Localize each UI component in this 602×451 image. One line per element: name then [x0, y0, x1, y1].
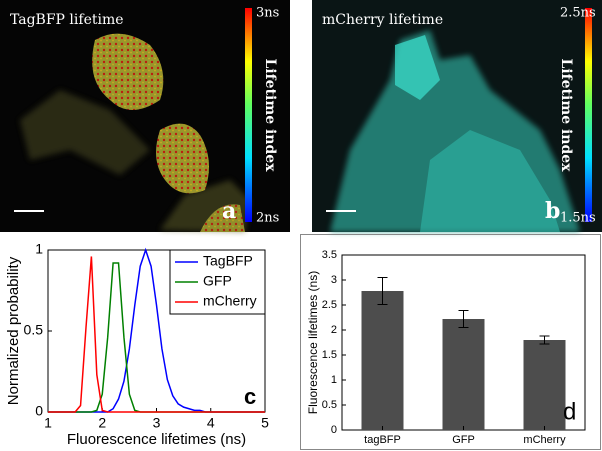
colorbar-min: 2ns	[256, 211, 279, 226]
colorbar-max: 2.5ns	[560, 6, 596, 21]
image-b	[312, 0, 602, 232]
panel-frame	[300, 234, 601, 450]
colorbar-label: Lifetime index	[262, 58, 278, 172]
y-tick-label: 0	[331, 424, 337, 436]
legend-label: mCherry	[203, 293, 257, 309]
x-axis-label: Fluorescence lifetimes (ns)	[67, 431, 246, 448]
y-tick-label: 2.5	[322, 299, 337, 311]
x-tick-label: 3	[153, 415, 161, 431]
bar	[361, 291, 404, 430]
series-line	[48, 256, 265, 413]
error-bar	[539, 335, 550, 345]
image-a	[0, 0, 290, 232]
y-tick-label: 0.5	[24, 322, 44, 338]
image-title: mCherry lifetime	[322, 12, 443, 28]
y-tick-label: 3.5	[322, 249, 337, 261]
panel-label: c	[244, 384, 256, 409]
x-tick-label: mCherry	[523, 434, 566, 446]
y-tick-label: 1	[35, 241, 43, 257]
bar	[523, 340, 566, 430]
y-tick-label: 3	[331, 274, 337, 286]
y-axis-label: Normalized probability	[5, 256, 22, 405]
x-tick-label: 1	[44, 415, 52, 431]
bar	[442, 319, 485, 430]
error-bar	[458, 310, 469, 328]
y-tick-label: 0.5	[322, 399, 337, 411]
y-tick-label: 2	[331, 324, 337, 336]
x-tick-label: tagBFP	[364, 434, 401, 446]
colorbar-label: Lifetime index	[558, 58, 574, 172]
x-tick-label: 5	[261, 415, 269, 431]
colorbar-max: 3ns	[256, 6, 279, 21]
x-tick-label: 2	[98, 415, 106, 431]
colorbar-min: 1.5ns	[560, 211, 596, 226]
panel-label: b	[545, 198, 560, 224]
y-axis-label: Fluorescence lifetimes (ns)	[306, 271, 320, 414]
image-title: TagBFP lifetime	[10, 12, 124, 28]
y-tick-label: 1.5	[322, 349, 337, 361]
legend-label: GFP	[203, 273, 232, 289]
y-tick-label: 1	[331, 374, 337, 386]
legend-label: TagBFP	[203, 253, 253, 269]
error-bar	[377, 277, 388, 305]
x-tick-label: GFP	[452, 434, 475, 446]
panel-label: d	[563, 398, 576, 425]
x-tick-label: 4	[207, 415, 215, 431]
y-tick-label: 0	[35, 403, 43, 419]
panel-label: a	[222, 198, 236, 224]
